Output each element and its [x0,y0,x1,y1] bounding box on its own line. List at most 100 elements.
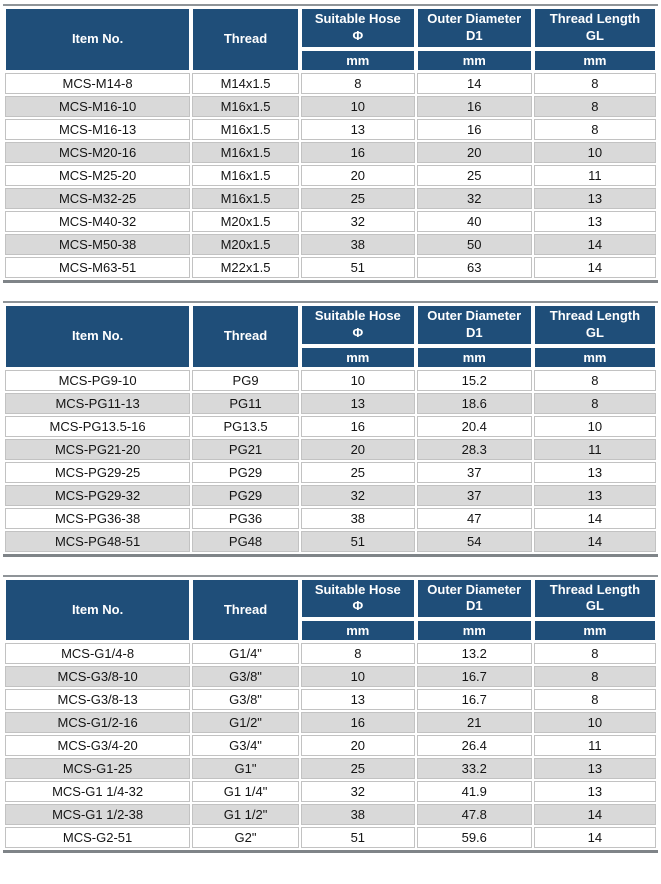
outer-diameter-cell: 63 [416,256,532,278]
suitable-hose-cell: 25 [300,758,415,780]
outer-diameter-cell: 54 [416,530,532,552]
outer-diameter-cell: 16 [416,118,532,140]
outer-diameter-cell: 21 [416,712,532,734]
table-row: MCS-M14-8 M14x1.5 8 14 8 [5,72,656,94]
table-row: MCS-PG29-25 PG29 25 37 13 [5,461,656,483]
col-header-outer-diameter: Outer Diameter D1 [416,578,532,619]
thread-cell: G1" [192,758,299,780]
suitable-hose-cell: 10 [300,369,415,391]
item-no-cell: MCS-M16-13 [5,118,191,140]
item-no-cell: MCS-G1/4-8 [5,643,191,665]
col-header-line2: Φ [352,324,364,340]
thread-length-cell: 14 [533,256,656,278]
thread-length-cell: 13 [533,484,656,506]
thread-cell: PG29 [192,461,299,483]
col-header-line1: Suitable Hose [314,11,401,26]
suitable-hose-cell: 32 [300,781,415,803]
suitable-hose-cell: 16 [300,141,415,163]
thread-length-cell: 11 [533,164,656,186]
col-header-thread-length: Thread Length GL [533,304,656,345]
thread-length-cell: 8 [533,95,656,117]
outer-diameter-cell: 18.6 [416,392,532,414]
suitable-hose-cell: 38 [300,804,415,826]
item-no-cell: MCS-M50-38 [5,233,191,255]
suitable-hose-cell: 8 [300,72,415,94]
outer-diameter-cell: 47.8 [416,804,532,826]
table-row: MCS-PG29-32 PG29 32 37 13 [5,484,656,506]
thread-cell: M16x1.5 [192,95,299,117]
thread-cell: G1 1/4" [192,781,299,803]
metric-thread-table: Item No. Thread Suitable Hose Φ Outer Di… [3,6,658,280]
unit-header-mm: mm [300,346,415,368]
col-header-line2: GL [585,27,604,43]
col-header-line1: Suitable Hose [314,307,401,323]
suitable-hose-cell: 16 [300,712,415,734]
suitable-hose-cell: 13 [300,392,415,414]
item-no-cell: MCS-M14-8 [5,72,191,94]
thread-length-cell: 8 [533,643,656,665]
thread-cell: G2" [192,827,299,849]
suitable-hose-cell: 13 [300,689,415,711]
col-header-line1: Outer Diameter [427,11,522,26]
unit-header-mm: mm [416,346,532,368]
col-header-line2: GL [585,598,604,614]
suitable-hose-cell: 32 [300,210,415,232]
col-header-line1: Outer Diameter [427,307,522,323]
col-header-line1: Outer Diameter [427,581,522,597]
suitable-hose-cell: 51 [300,256,415,278]
item-no-cell: MCS-M32-25 [5,187,191,209]
item-no-cell: MCS-PG29-25 [5,461,191,483]
table-row: MCS-M63-51 M22x1.5 51 63 14 [5,256,656,278]
col-header-line1: Thread Length [549,581,641,597]
outer-diameter-cell: 50 [416,233,532,255]
outer-diameter-cell: 20.4 [416,415,532,437]
col-header-line2: Φ [352,598,364,614]
table-row: MCS-M16-13 M16x1.5 13 16 8 [5,118,656,140]
thread-cell: M16x1.5 [192,164,299,186]
suitable-hose-cell: 25 [300,187,415,209]
item-no-cell: MCS-PG21-20 [5,438,191,460]
thread-cell: M14x1.5 [192,72,299,94]
table-row: MCS-PG13.5-16 PG13.5 16 20.4 10 [5,415,656,437]
g-thread-table: Item No. Thread Suitable Hose Φ Outer Di… [3,577,658,851]
outer-diameter-cell: 16.7 [416,666,532,688]
thread-length-cell: 10 [533,712,656,734]
outer-diameter-cell: 14 [416,72,532,94]
thread-length-cell: 8 [533,666,656,688]
col-header-thread: Thread [192,304,299,368]
thread-length-cell: 11 [533,438,656,460]
table-header: Item No. Thread Suitable Hose Φ Outer Di… [5,8,656,71]
thread-cell: PG48 [192,530,299,552]
g-thread-table-body: MCS-G1/4-8 G1/4" 8 13.2 8 MCS-G3/8-10 G3/8" 10 1… [5,643,656,849]
col-header-outer-diameter: Outer Diameter D1 [416,8,532,48]
item-no-cell: MCS-PG29-32 [5,484,191,506]
outer-diameter-cell: 40 [416,210,532,232]
thread-cell: M16x1.5 [192,187,299,209]
suitable-hose-cell: 16 [300,415,415,437]
col-header-suitable-hose: Suitable Hose Φ [300,304,415,345]
outer-diameter-cell: 16.7 [416,689,532,711]
thread-length-cell: 13 [533,210,656,232]
metric-thread-table-body: MCS-M14-8 M14x1.5 8 14 8 MCS-M16-10 M16x1.5 10 1… [5,72,656,278]
outer-diameter-cell: 25 [416,164,532,186]
table-row: MCS-PG48-51 PG48 51 54 14 [5,530,656,552]
col-header-item-no: Item No. [5,578,191,642]
thread-length-cell: 13 [533,758,656,780]
table-header: Item No. Thread Suitable Hose Φ Outer Di… [5,578,656,642]
table-row: MCS-G1/2-16 G1/2" 16 21 10 [5,712,656,734]
thread-cell: G3/8" [192,666,299,688]
col-header-suitable-hose: Suitable Hose Φ [300,8,415,48]
item-no-cell: MCS-G1-25 [5,758,191,780]
unit-header-mm: mm [533,49,656,71]
outer-diameter-cell: 33.2 [416,758,532,780]
table-row: MCS-G1 1/4-32 G1 1/4" 32 41.9 13 [5,781,656,803]
col-header-line2: GL [585,324,604,340]
item-no-cell: MCS-G1/2-16 [5,712,191,734]
table-row: MCS-M32-25 M16x1.5 25 32 13 [5,187,656,209]
item-no-cell: MCS-G3/4-20 [5,735,191,757]
metric-thread-table-wrapper: Item No. Thread Suitable Hose Φ Outer Di… [3,4,658,283]
outer-diameter-cell: 37 [416,461,532,483]
thread-cell: M20x1.5 [192,210,299,232]
table-row: MCS-G3/8-13 G3/8" 13 16.7 8 [5,689,656,711]
table-row: MCS-G1/4-8 G1/4" 8 13.2 8 [5,643,656,665]
